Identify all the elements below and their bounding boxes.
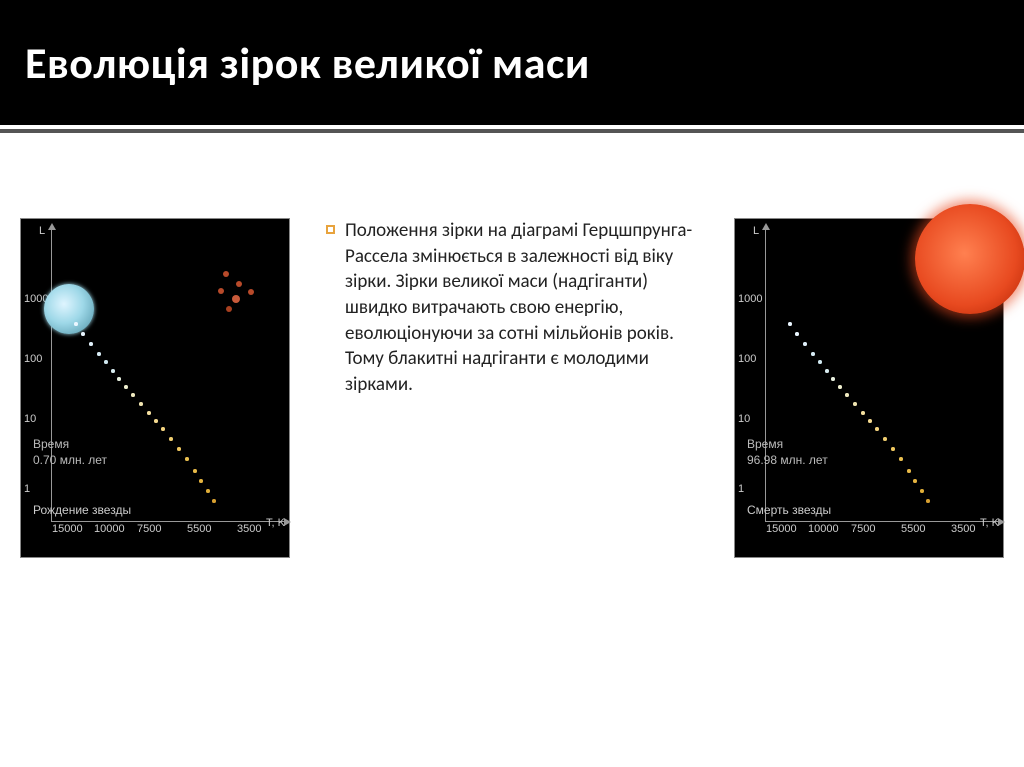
main-sequence-dot: [891, 447, 895, 451]
slide-content: L T, K Время 0.70 млн. лет Рождение звез…: [0, 133, 1024, 558]
y-tick: 1: [24, 483, 30, 495]
main-sequence-dot: [206, 489, 210, 493]
chart-caption: Смерть звезды: [747, 503, 831, 517]
cluster-dot: [226, 306, 232, 312]
main-sequence-dot: [74, 322, 78, 326]
x-tick: 3500: [951, 523, 975, 535]
y-axis-label: L: [753, 225, 759, 237]
main-sequence-dot: [868, 419, 872, 423]
main-sequence-dot: [104, 360, 108, 364]
chart-caption: Рождение звезды: [33, 503, 131, 517]
cluster-dot: [248, 289, 254, 295]
main-sequence-dot: [853, 402, 857, 406]
main-sequence-dot: [117, 377, 121, 381]
slide-title-bar: Еволюція зірок великої маси: [0, 0, 1024, 125]
main-sequence-dot: [845, 393, 849, 397]
time-label: Время 96.98 млн. лет: [747, 437, 828, 468]
main-sequence-dot: [913, 479, 917, 483]
main-sequence-dot: [899, 457, 903, 461]
main-sequence-dot: [907, 469, 911, 473]
time-label: Время 0.70 млн. лет: [33, 437, 107, 468]
main-sequence-dot: [861, 411, 865, 415]
x-tick: 5500: [187, 523, 211, 535]
y-tick: 10: [24, 413, 36, 425]
main-sequence-dot: [825, 369, 829, 373]
y-tick: 10: [738, 413, 750, 425]
main-sequence-dot: [811, 352, 815, 356]
y-axis-label: L: [39, 225, 45, 237]
main-sequence-dot: [185, 457, 189, 461]
x-axis-label: T, K: [980, 517, 999, 529]
y-tick: 100: [738, 353, 756, 365]
body-text-column: Положення зірки на діаграмі Герцшпрунга-…: [308, 218, 716, 558]
cluster-dot: [232, 295, 240, 303]
main-sequence-dot: [161, 427, 165, 431]
x-tick: 10000: [94, 523, 125, 535]
bullet-icon: [326, 225, 335, 234]
hr-diagram-right: L T, K Время 96.98 млн. лет Смерть звезд…: [734, 218, 1004, 558]
x-axis-label: T, K: [266, 517, 285, 529]
slide-title: Еволюція зірок великої маси: [25, 36, 590, 90]
x-tick: 7500: [851, 523, 875, 535]
red-supergiant-star: [915, 204, 1024, 314]
cluster-dot: [223, 271, 229, 277]
main-sequence-dot: [147, 411, 151, 415]
main-sequence-dot: [139, 402, 143, 406]
main-sequence-dot: [831, 377, 835, 381]
main-sequence-dot: [788, 322, 792, 326]
x-tick: 15000: [52, 523, 83, 535]
main-sequence-dot: [818, 360, 822, 364]
main-sequence-dot: [875, 427, 879, 431]
bullet-item: Положення зірки на діаграмі Герцшпрунга-…: [326, 218, 698, 397]
x-tick: 10000: [808, 523, 839, 535]
main-sequence-dot: [193, 469, 197, 473]
main-sequence-dot: [199, 479, 203, 483]
y-tick: 1000: [738, 293, 762, 305]
main-sequence-dot: [883, 437, 887, 441]
x-tick: 3500: [237, 523, 261, 535]
main-sequence-dot: [154, 419, 158, 423]
main-sequence-dot: [97, 352, 101, 356]
main-sequence-dot: [795, 332, 799, 336]
x-tick: 5500: [901, 523, 925, 535]
blue-supergiant-star: [44, 284, 94, 334]
y-tick: 100: [24, 353, 42, 365]
main-sequence-dot: [124, 385, 128, 389]
main-sequence-dot: [920, 489, 924, 493]
x-tick: 15000: [766, 523, 797, 535]
hr-diagram-left: L T, K Время 0.70 млн. лет Рождение звез…: [20, 218, 290, 558]
main-sequence-dot: [838, 385, 842, 389]
main-sequence-dot: [212, 499, 216, 503]
main-sequence-dot: [926, 499, 930, 503]
body-paragraph: Положення зірки на діаграмі Герцшпрунга-…: [345, 218, 698, 397]
cluster-dot: [218, 288, 224, 294]
main-sequence-dot: [169, 437, 173, 441]
main-sequence-dot: [89, 342, 93, 346]
y-tick: 1: [738, 483, 744, 495]
main-sequence-dot: [177, 447, 181, 451]
x-tick: 7500: [137, 523, 161, 535]
cluster-dot: [236, 281, 242, 287]
main-sequence-dot: [131, 393, 135, 397]
main-sequence-dot: [81, 332, 85, 336]
main-sequence-dot: [111, 369, 115, 373]
main-sequence-dot: [803, 342, 807, 346]
